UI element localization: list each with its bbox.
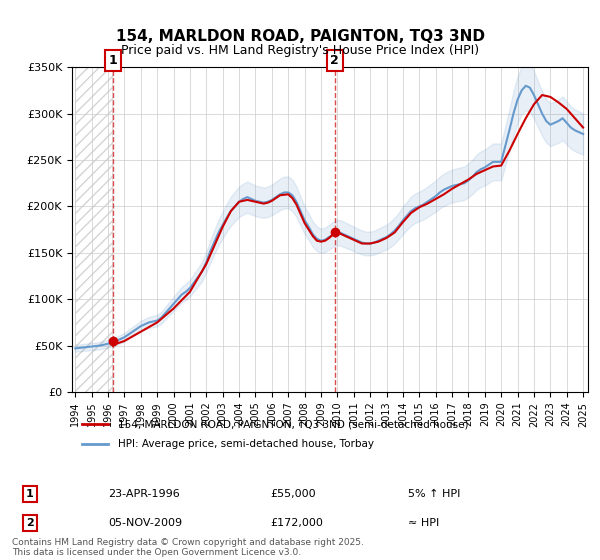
Text: 5% ↑ HPI: 5% ↑ HPI bbox=[408, 489, 460, 499]
Text: 05-NOV-2009: 05-NOV-2009 bbox=[108, 518, 182, 528]
Text: 23-APR-1996: 23-APR-1996 bbox=[108, 489, 180, 499]
Text: £172,000: £172,000 bbox=[270, 518, 323, 528]
Text: HPI: Average price, semi-detached house, Torbay: HPI: Average price, semi-detached house,… bbox=[118, 439, 374, 449]
Text: 154, MARLDON ROAD, PAIGNTON, TQ3 3ND (semi-detached house): 154, MARLDON ROAD, PAIGNTON, TQ3 3ND (se… bbox=[118, 419, 469, 429]
Text: Price paid vs. HM Land Registry's House Price Index (HPI): Price paid vs. HM Land Registry's House … bbox=[121, 44, 479, 57]
Text: ≈ HPI: ≈ HPI bbox=[408, 518, 439, 528]
Text: Contains HM Land Registry data © Crown copyright and database right 2025.
This d: Contains HM Land Registry data © Crown c… bbox=[12, 538, 364, 557]
Text: 2: 2 bbox=[26, 518, 34, 528]
Text: 1: 1 bbox=[26, 489, 34, 499]
Text: 2: 2 bbox=[331, 54, 339, 67]
Text: 154, MARLDON ROAD, PAIGNTON, TQ3 3ND: 154, MARLDON ROAD, PAIGNTON, TQ3 3ND bbox=[115, 29, 485, 44]
Text: £55,000: £55,000 bbox=[270, 489, 316, 499]
Text: 1: 1 bbox=[109, 54, 118, 67]
